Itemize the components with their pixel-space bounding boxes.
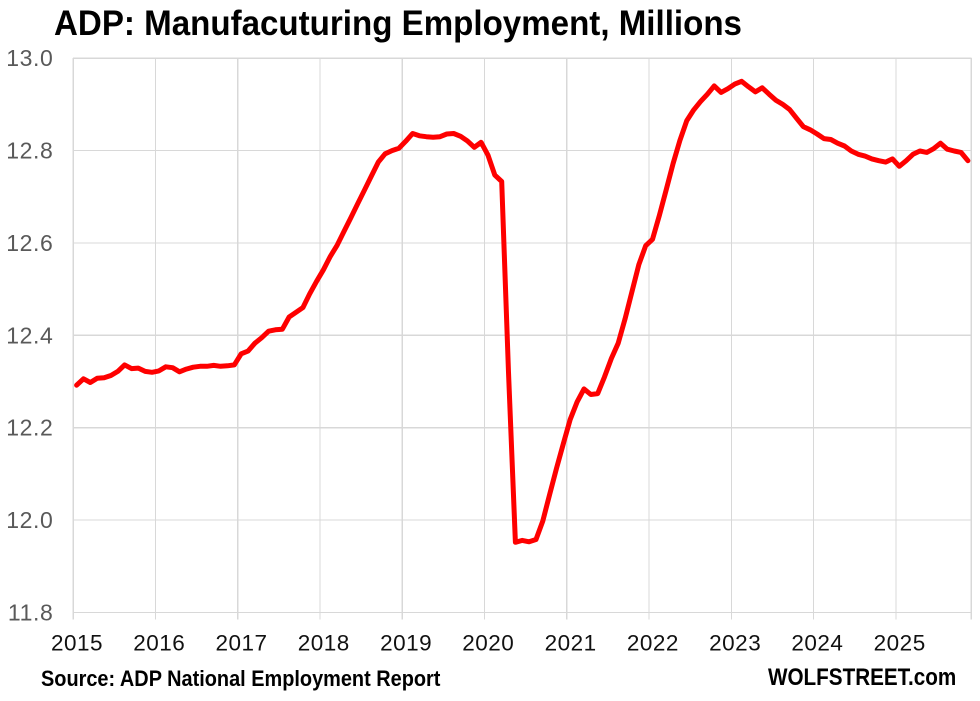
svg-text:2019: 2019 — [380, 630, 432, 655]
svg-text:2022: 2022 — [627, 630, 679, 655]
svg-text:2018: 2018 — [298, 630, 350, 655]
svg-text:2015: 2015 — [51, 630, 103, 655]
svg-text:12.0: 12.0 — [6, 507, 53, 533]
svg-text:12.2: 12.2 — [6, 415, 53, 441]
svg-text:2023: 2023 — [709, 630, 761, 655]
svg-text:13.0: 13.0 — [6, 45, 53, 71]
svg-text:12.8: 12.8 — [6, 138, 53, 164]
svg-text:2021: 2021 — [545, 630, 597, 655]
svg-text:12.4: 12.4 — [6, 322, 53, 348]
svg-text:2025: 2025 — [874, 630, 926, 655]
svg-text:2017: 2017 — [215, 630, 267, 655]
svg-text:12.6: 12.6 — [6, 230, 53, 256]
svg-text:11.8: 11.8 — [8, 600, 53, 626]
svg-text:2016: 2016 — [133, 630, 185, 655]
svg-text:2024: 2024 — [791, 630, 843, 655]
svg-text:2020: 2020 — [462, 630, 514, 655]
